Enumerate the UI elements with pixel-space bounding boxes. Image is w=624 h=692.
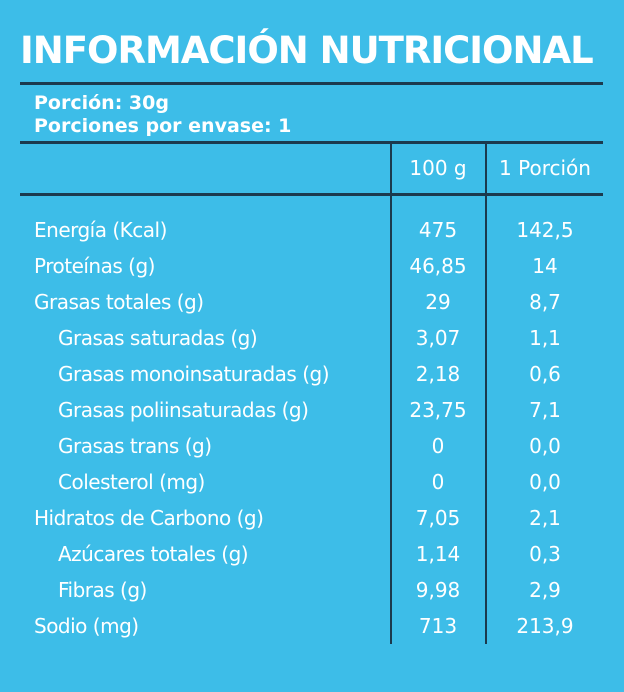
nutrient-row-sodium: Sodio (mg) 713 213,9 [0, 608, 624, 644]
nutrient-label: Azúcares totales (g) [58, 542, 249, 566]
column-header-100g: 100 g [409, 156, 467, 180]
nutrient-row-energy: Energía (Kcal) 475 142,5 [0, 212, 624, 248]
value-per-100g: 1,14 [415, 542, 461, 566]
nutrient-label: Proteínas (g) [34, 254, 155, 278]
column-header-portion: 1 Porción [499, 156, 591, 180]
nutrient-row-saturated-fat: Grasas saturadas (g) 3,07 1,1 [0, 320, 624, 356]
value-per-serving: 8,7 [529, 290, 561, 314]
value-per-serving: 1,1 [529, 326, 561, 350]
value-per-serving: 0,0 [529, 434, 561, 458]
nutrient-row-fiber: Fibras (g) 9,98 2,9 [0, 572, 624, 608]
value-per-100g: 0 [431, 434, 445, 458]
value-per-100g: 29 [425, 290, 451, 314]
value-per-serving: 142,5 [516, 218, 574, 242]
value-per-serving: 0,6 [529, 362, 561, 386]
nutrient-row-total-sugars: Azúcares totales (g) 1,14 0,3 [0, 536, 624, 572]
value-per-100g: 2,18 [415, 362, 461, 386]
nutrient-label: Grasas saturadas (g) [58, 326, 258, 350]
header-rule [20, 193, 603, 196]
nutrient-label: Hidratos de Carbono (g) [34, 506, 264, 530]
nutrient-label: Colesterol (mg) [58, 470, 205, 494]
nutrient-row-trans-fat: Grasas trans (g) 0 0,0 [0, 428, 624, 464]
nutrient-label: Fibras (g) [58, 578, 147, 602]
nutrient-row-carbohydrates: Hidratos de Carbono (g) 7,05 2,1 [0, 500, 624, 536]
value-per-100g: 3,07 [415, 326, 461, 350]
nutrient-label: Grasas totales (g) [34, 290, 204, 314]
nutrient-row-total-fat: Grasas totales (g) 29 8,7 [0, 284, 624, 320]
value-per-100g: 475 [418, 218, 458, 242]
value-per-serving: 14 [532, 254, 558, 278]
value-per-serving: 213,9 [516, 614, 574, 638]
value-per-serving: 2,1 [529, 506, 561, 530]
servings-per-container: Porciones por envase: 1 [34, 115, 292, 137]
nutrient-label: Sodio (mg) [34, 614, 139, 638]
nutrient-label: Grasas poliinsaturadas (g) [58, 398, 309, 422]
value-per-100g: 713 [418, 614, 458, 638]
value-per-serving: 0,3 [529, 542, 561, 566]
value-per-100g: 7,05 [415, 506, 461, 530]
nutrient-row-protein: Proteínas (g) 46,85 14 [0, 248, 624, 284]
serving-rule [20, 141, 603, 144]
nutrient-row-polyunsaturated-fat: Grasas poliinsaturadas (g) 23,75 7,1 [0, 392, 624, 428]
nutrient-row-monounsaturated-fat: Grasas monoinsaturadas (g) 2,18 0,6 [0, 356, 624, 392]
value-per-serving: 7,1 [529, 398, 561, 422]
nutrient-label: Grasas monoinsaturadas (g) [58, 362, 330, 386]
value-per-serving: 0,0 [529, 470, 561, 494]
nutrient-table: Energía (Kcal) 475 142,5 Proteínas (g) 4… [0, 212, 624, 644]
nutrient-label: Energía (Kcal) [34, 218, 167, 242]
title-rule [20, 82, 603, 85]
value-per-100g: 23,75 [409, 398, 467, 422]
value-per-100g: 46,85 [409, 254, 467, 278]
value-per-100g: 9,98 [415, 578, 461, 602]
column-divider-left [390, 142, 392, 644]
value-per-serving: 2,9 [529, 578, 561, 602]
label-title: INFORMACIÓN NUTRICIONAL [20, 29, 594, 72]
nutrient-label: Grasas trans (g) [58, 434, 212, 458]
serving-size: Porción: 30g [34, 92, 169, 114]
column-divider-right [485, 142, 487, 644]
nutrient-row-cholesterol: Colesterol (mg) 0 0,0 [0, 464, 624, 500]
value-per-100g: 0 [431, 470, 445, 494]
